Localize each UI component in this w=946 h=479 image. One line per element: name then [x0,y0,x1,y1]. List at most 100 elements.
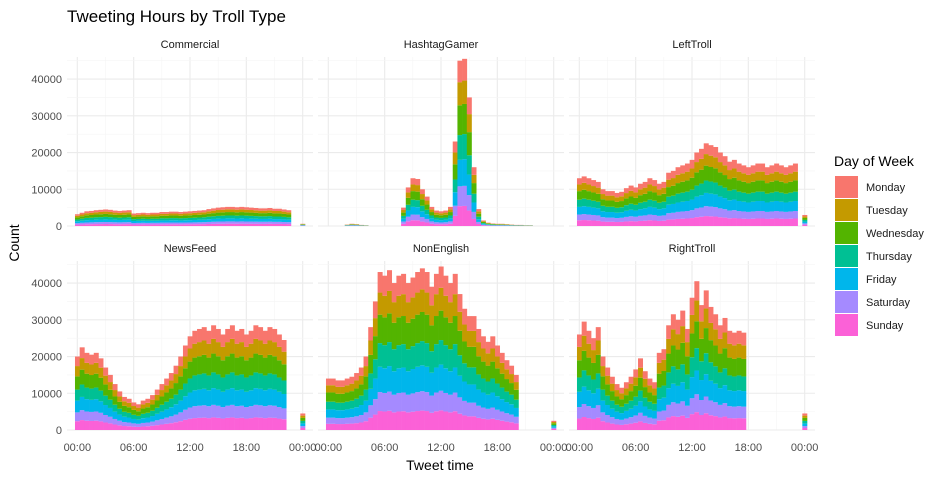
bar-segment [206,330,212,344]
bar-segment [551,424,557,427]
bar-segment [727,357,733,376]
bar-segment [689,177,695,190]
bar-segment [605,384,611,396]
bar-segment [344,378,350,386]
bar-segment [262,216,268,219]
bar-segment [741,391,747,407]
bar-segment [576,391,582,408]
bar-segment [586,375,592,391]
facet-strip-label: RightTroll [669,243,716,255]
bar-segment [98,209,104,212]
bar-segment [581,176,587,183]
bar-segment [448,221,454,224]
bar-segment [684,191,690,202]
legend-swatch [835,314,858,336]
bar-segment [131,406,137,410]
bar-segment [689,414,695,430]
bar-segment [267,207,273,211]
bar-segment [103,405,109,416]
bar-segment [680,415,686,430]
bar-segment [401,212,407,216]
bar-segment [656,195,662,203]
bar-segment [694,185,700,197]
bar-segment [126,214,132,218]
bar-segment [783,218,789,226]
bar-segment [349,400,355,409]
facet-strip-label: NonEnglish [413,243,469,255]
bar-segment [638,220,644,226]
bar-segment [675,349,681,370]
bar-segment [276,219,282,222]
bar-segment [755,218,761,226]
bar-segment [774,191,780,202]
bar-segment [499,373,505,388]
bar-segment [638,390,644,402]
bar-segment [262,213,268,217]
bar-segment [248,210,254,213]
bar-segment [438,310,444,341]
bar-segment [103,415,109,423]
bar-segment [792,180,798,192]
bar-segment [192,406,198,419]
bar-segment [140,212,146,215]
bar-segment [736,390,742,407]
bar-segment [605,191,611,196]
bar-segment [211,353,217,373]
bar-segment [689,168,695,178]
bar-segment [666,219,672,226]
bar-segment [415,214,421,221]
bar-segment [466,316,472,331]
bar-segment [504,379,510,392]
bar-segment [150,214,156,217]
bar-segment [164,378,170,386]
bar-segment [689,297,695,315]
bar-segment [382,411,388,430]
bar-segment [647,417,653,424]
bar-segment [126,212,132,215]
bar-segment [438,215,444,218]
bar-segment [281,380,287,394]
facet-lefttroll: LeftTroll [569,39,815,227]
bar-segment [79,410,85,421]
bar-segment [229,206,235,210]
bar-segment [117,224,123,226]
bar-segment [642,406,648,416]
bar-segment [89,219,95,223]
bar-segment [462,308,468,325]
bar-segment [354,388,360,399]
bar-segment [419,211,425,218]
bar-segment [182,215,188,219]
bar-segment [201,222,207,225]
bar-segment [168,380,174,389]
bar-segment [281,216,287,220]
bar-segment [652,192,658,201]
bar-segment [633,369,639,378]
bar-segment [154,214,160,217]
bar-segment [187,217,193,221]
bar-segment [713,157,719,169]
bar-segment [731,168,737,178]
bar-segment [131,414,137,419]
bar-segment [656,411,662,421]
bar-segment [340,393,346,403]
bar-segment [731,345,737,359]
bar-segment [802,224,808,226]
bar-segment [182,222,188,225]
bar-segment [89,210,95,213]
bar-segment [717,338,723,354]
bar-segment [164,401,170,410]
bar-segment [694,162,700,173]
bar-segment [182,356,188,369]
bar-segment [276,334,282,347]
bar-segment [377,411,383,430]
bar-segment [410,393,416,412]
bar-segment [670,185,676,196]
bar-segment [623,382,629,389]
bar-segment [642,397,648,407]
bar-segment [197,328,203,343]
bar-segment [258,354,264,374]
bar-segment [173,365,179,375]
bar-segment [623,210,629,217]
bar-segment [661,410,667,421]
bar-segment [258,388,264,406]
